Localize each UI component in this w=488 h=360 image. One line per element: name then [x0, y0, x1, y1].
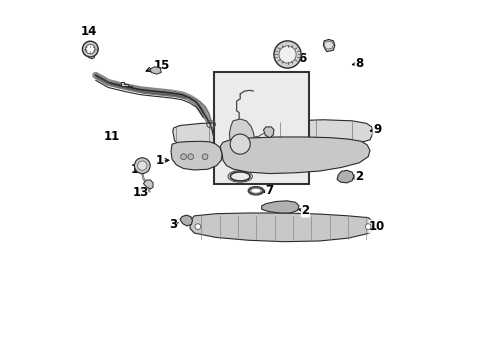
- Circle shape: [365, 224, 370, 229]
- Polygon shape: [171, 141, 222, 170]
- Polygon shape: [143, 180, 153, 189]
- Polygon shape: [263, 127, 273, 138]
- Polygon shape: [323, 40, 334, 51]
- Polygon shape: [261, 201, 298, 213]
- Circle shape: [195, 224, 201, 229]
- Text: 2: 2: [301, 204, 309, 217]
- Circle shape: [85, 44, 95, 54]
- Circle shape: [134, 158, 150, 174]
- Text: 1: 1: [156, 154, 164, 167]
- Polygon shape: [172, 120, 372, 151]
- Text: 4: 4: [195, 141, 203, 154]
- Polygon shape: [150, 67, 161, 74]
- Circle shape: [82, 41, 98, 57]
- Text: 14: 14: [80, 25, 97, 38]
- Text: 12: 12: [130, 163, 146, 176]
- Circle shape: [202, 154, 207, 159]
- Text: 9: 9: [372, 123, 381, 136]
- Text: 6: 6: [297, 51, 305, 64]
- Polygon shape: [220, 137, 369, 174]
- Circle shape: [137, 161, 147, 170]
- Text: 8: 8: [354, 57, 363, 70]
- Text: 7: 7: [265, 184, 273, 197]
- Text: 2: 2: [354, 170, 363, 183]
- Circle shape: [273, 41, 301, 68]
- Circle shape: [187, 154, 193, 159]
- Text: 15: 15: [154, 59, 170, 72]
- Polygon shape: [229, 119, 254, 153]
- Text: 10: 10: [368, 220, 385, 233]
- Circle shape: [278, 46, 296, 63]
- Polygon shape: [190, 213, 373, 242]
- FancyBboxPatch shape: [214, 72, 308, 184]
- Polygon shape: [180, 215, 192, 226]
- Polygon shape: [121, 82, 131, 87]
- Text: 11: 11: [103, 130, 120, 144]
- Circle shape: [180, 154, 186, 159]
- Text: 13: 13: [132, 186, 148, 199]
- Polygon shape: [336, 170, 353, 183]
- Text: 5: 5: [308, 150, 316, 163]
- Polygon shape: [324, 41, 333, 49]
- Circle shape: [230, 134, 250, 154]
- Text: 3: 3: [168, 218, 177, 231]
